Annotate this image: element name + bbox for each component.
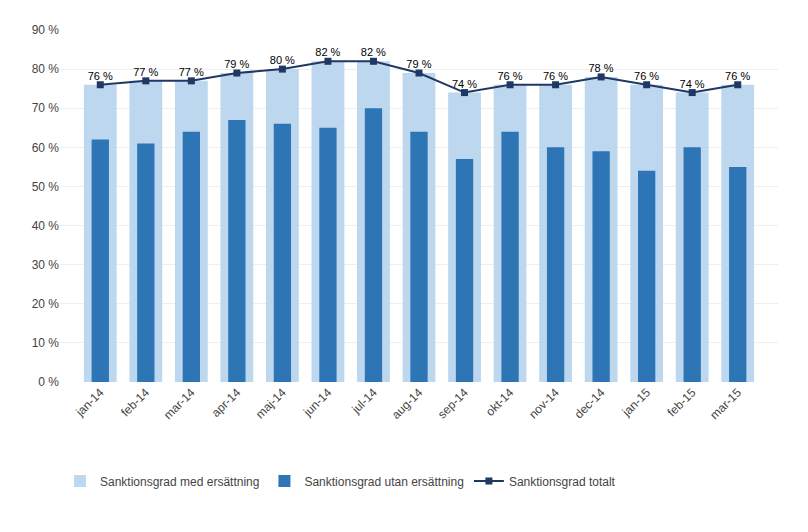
svg-text:jan-15: jan-15 [619, 385, 653, 419]
svg-text:dec-14: dec-14 [572, 385, 608, 421]
svg-text:77 %: 77 % [179, 66, 204, 78]
svg-text:mar-14: mar-14 [161, 385, 198, 422]
svg-text:76 %: 76 % [725, 70, 750, 82]
svg-text:70 %: 70 % [32, 101, 60, 115]
svg-text:feb-15: feb-15 [665, 385, 699, 419]
svg-text:79 %: 79 % [406, 58, 431, 70]
svg-text:Sanktionsgrad totalt: Sanktionsgrad totalt [509, 475, 616, 489]
svg-text:0 %: 0 % [38, 375, 59, 389]
svg-text:sep-14: sep-14 [435, 385, 471, 421]
svg-text:77 %: 77 % [133, 66, 158, 78]
svg-text:50 %: 50 % [32, 180, 60, 194]
svg-text:aug-14: aug-14 [389, 385, 426, 422]
svg-text:76 %: 76 % [497, 70, 522, 82]
svg-text:76 %: 76 % [543, 70, 568, 82]
svg-text:76 %: 76 % [88, 70, 113, 82]
svg-text:10 %: 10 % [32, 336, 60, 350]
svg-text:nov-14: nov-14 [526, 385, 562, 421]
svg-text:mar-15: mar-15 [707, 385, 744, 422]
svg-text:30 %: 30 % [32, 258, 60, 272]
svg-text:Sanktionsgrad utan ersättning: Sanktionsgrad utan ersättning [304, 475, 463, 489]
svg-text:74 %: 74 % [680, 78, 705, 90]
svg-text:80 %: 80 % [270, 54, 295, 66]
svg-text:74 %: 74 % [452, 78, 477, 90]
svg-text:78 %: 78 % [588, 62, 613, 74]
svg-text:80 %: 80 % [32, 62, 60, 76]
svg-text:maj-14: maj-14 [253, 385, 289, 421]
svg-text:60 %: 60 % [32, 141, 60, 155]
svg-text:apr-14: apr-14 [209, 385, 244, 420]
svg-text:jun-14: jun-14 [300, 385, 334, 419]
svg-text:79 %: 79 % [224, 58, 249, 70]
svg-text:40 %: 40 % [32, 219, 60, 233]
svg-text:90 %: 90 % [32, 23, 60, 37]
svg-text:okt-14: okt-14 [483, 385, 517, 419]
svg-text:20 %: 20 % [32, 297, 60, 311]
svg-text:Sanktionsgrad med ersättning: Sanktionsgrad med ersättning [100, 475, 259, 489]
svg-text:82 %: 82 % [315, 46, 340, 58]
svg-text:76 %: 76 % [634, 70, 659, 82]
svg-text:jul-14: jul-14 [348, 385, 380, 417]
svg-text:feb-14: feb-14 [118, 385, 152, 419]
svg-text:jan-14: jan-14 [72, 385, 106, 419]
svg-text:82 %: 82 % [361, 46, 386, 58]
